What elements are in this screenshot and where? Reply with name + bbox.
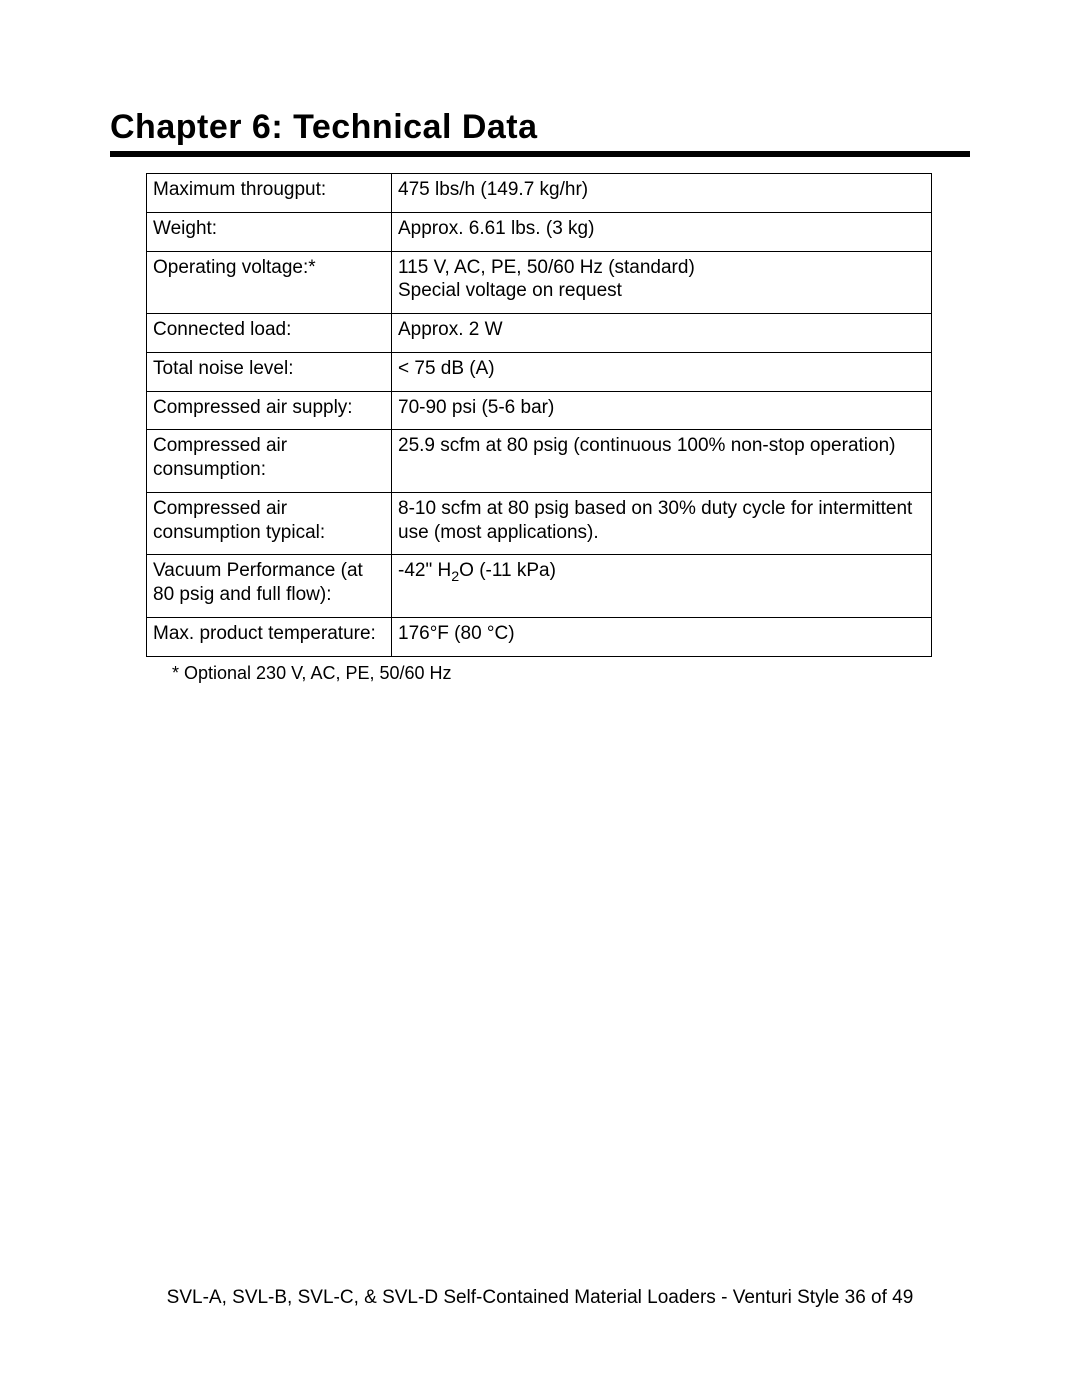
table-cell-label: Vacuum Performance (at 80 psig and full … (147, 555, 392, 618)
table-row: Compressed air consumption:25.9 scfm at … (147, 430, 932, 493)
table-row: Compressed air consumption typical:8-10 … (147, 492, 932, 555)
table-row: Compressed air supply:70-90 psi (5-6 bar… (147, 391, 932, 430)
table-cell-value: 8-10 scfm at 80 psig based on 30% duty c… (392, 492, 932, 555)
table-cell-label: Compressed air supply: (147, 391, 392, 430)
chapter-title: Chapter 6: Technical Data (110, 108, 970, 147)
page-footer: SVL-A, SVL-B, SVL-C, & SVL-D Self-Contai… (0, 1287, 1080, 1309)
table-row: Total noise level:< 75 dB (A) (147, 352, 932, 391)
table-cell-label: Max. product temperature: (147, 617, 392, 656)
table-row: Weight:Approx. 6.61 lbs. (3 kg) (147, 212, 932, 251)
table-row: Operating voltage:*115 V, AC, PE, 50/60 … (147, 251, 932, 314)
page: Chapter 6: Technical Data Maximum throug… (0, 0, 1080, 1397)
table-row: Max. product temperature:176°F (80 °C) (147, 617, 932, 656)
table-cell-value: Approx. 2 W (392, 314, 932, 353)
table-cell-value: < 75 dB (A) (392, 352, 932, 391)
table-cell-label: Connected load: (147, 314, 392, 353)
table-cell-value: 475 lbs/h (149.7 kg/hr) (392, 174, 932, 213)
table-cell-value: -42" H2O (-11 kPa) (392, 555, 932, 618)
table-cell-label: Weight: (147, 212, 392, 251)
table-cell-value: 70-90 psi (5-6 bar) (392, 391, 932, 430)
table-row: Vacuum Performance (at 80 psig and full … (147, 555, 932, 618)
table-cell-value: Approx. 6.61 lbs. (3 kg) (392, 212, 932, 251)
table-cell-label: Total noise level: (147, 352, 392, 391)
table-cell-value: 115 V, AC, PE, 50/60 Hz (standard)Specia… (392, 251, 932, 314)
technical-data-tbody: Maximum througput:475 lbs/h (149.7 kg/hr… (147, 174, 932, 657)
table-cell-label: Operating voltage:* (147, 251, 392, 314)
table-row: Connected load:Approx. 2 W (147, 314, 932, 353)
table-cell-value: 25.9 scfm at 80 psig (continuous 100% no… (392, 430, 932, 493)
table-cell-label: Maximum througput: (147, 174, 392, 213)
table-row: Maximum througput:475 lbs/h (149.7 kg/hr… (147, 174, 932, 213)
table-cell-label: Compressed air consumption typical: (147, 492, 392, 555)
title-underline-rule (110, 151, 970, 157)
table-cell-value: 176°F (80 °C) (392, 617, 932, 656)
table-cell-label: Compressed air consumption: (147, 430, 392, 493)
technical-data-table: Maximum througput:475 lbs/h (149.7 kg/hr… (146, 173, 932, 657)
footnote: * Optional 230 V, AC, PE, 50/60 Hz (172, 663, 970, 684)
